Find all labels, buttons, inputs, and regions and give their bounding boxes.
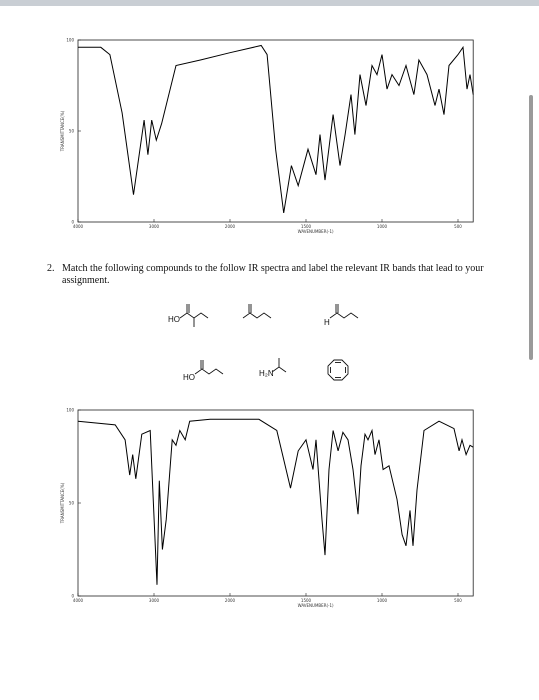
x-tick-label: 2000	[225, 598, 236, 603]
structure-label: H	[324, 318, 330, 327]
plot-frame	[77, 39, 474, 223]
x-tick-label: 4000	[73, 224, 84, 229]
x-tick-label: 1000	[377, 598, 388, 603]
x-tick-label: 3000	[149, 598, 160, 603]
y-tick-label: 0	[71, 220, 74, 225]
y-tick-label: 50	[69, 501, 75, 506]
y-axis-label: TRANSMITTANCE(%)	[60, 482, 65, 524]
x-tick-label: 4000	[73, 598, 84, 603]
x-tick-label: 1500	[301, 598, 312, 603]
structure-label: HO	[183, 373, 195, 382]
x-tick-label: 2000	[225, 224, 236, 229]
spectrum-line	[78, 44, 474, 213]
y-tick-label: 100	[66, 408, 74, 413]
structures	[179, 304, 359, 381]
x-tick-label: 500	[454, 224, 462, 229]
y-tick-label: 100	[66, 38, 74, 43]
x-tick-label: 500	[454, 598, 462, 603]
top-bar	[0, 0, 539, 6]
structure-label: H₂N	[259, 369, 274, 378]
x-axis-label: WAVENUMBER(-1)	[298, 229, 334, 234]
scrollbar[interactable]	[529, 95, 533, 360]
x-tick-label: 1500	[301, 224, 312, 229]
x-axis-label: WAVENUMBER(-1)	[298, 603, 334, 608]
structure-label: HO	[168, 315, 180, 324]
x-tick-label: 3000	[149, 224, 160, 229]
x-tick-label: 1000	[377, 224, 388, 229]
question-number: 2.	[47, 263, 55, 274]
plot-frame	[77, 409, 474, 597]
question-text: Match the following compounds to the fol…	[62, 263, 484, 286]
y-tick-label: 50	[69, 129, 75, 134]
spectrum-line	[77, 418, 474, 585]
y-tick-label: 0	[71, 594, 74, 599]
y-axis-label: TRANSMITTANCE(%)	[60, 110, 65, 152]
